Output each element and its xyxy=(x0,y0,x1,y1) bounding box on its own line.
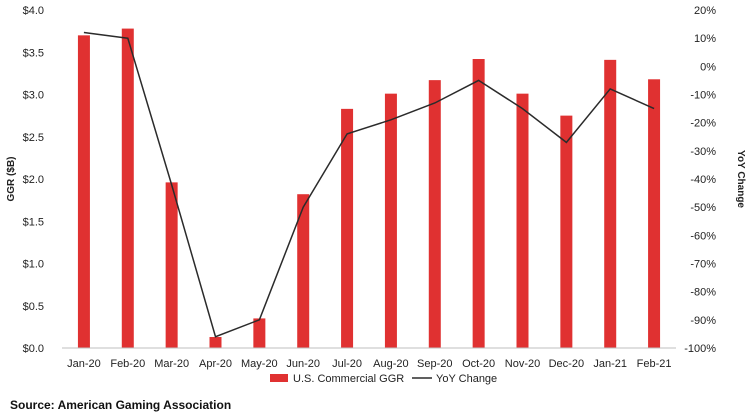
y2-tick-label: -90% xyxy=(690,315,716,327)
bar xyxy=(560,115,573,348)
bar xyxy=(384,93,397,348)
y2-tick-label: 20% xyxy=(694,5,716,17)
y-tick-label: $2.5 xyxy=(23,132,44,144)
y2-tick-label: -20% xyxy=(690,118,716,130)
y-tick-label: $3.0 xyxy=(23,90,44,102)
bar xyxy=(121,28,134,349)
x-tick-label: Apr-20 xyxy=(199,358,232,370)
y2-tick-label: -50% xyxy=(690,202,716,214)
x-tick-label: Jan-20 xyxy=(67,358,101,370)
bar xyxy=(165,182,178,348)
yoy-line xyxy=(83,31,655,338)
x-tick-label: May-20 xyxy=(241,358,278,370)
y2-tick-label: -100% xyxy=(684,343,716,355)
source-note: Source: American Gaming Association xyxy=(10,398,232,412)
bar xyxy=(604,59,617,348)
y2-tick-label: 0% xyxy=(700,61,716,73)
bar xyxy=(253,318,266,348)
legend-bar-swatch xyxy=(270,374,288,382)
x-tick-label: Mar-20 xyxy=(154,358,189,370)
y2-axis-label: YoY Change xyxy=(735,150,746,208)
x-tick-label: Feb-20 xyxy=(110,358,145,370)
legend-bar-label: U.S. Commercial GGR xyxy=(293,373,404,385)
legend-line-label: YoY Change xyxy=(436,373,497,385)
y2-tick-label: -80% xyxy=(690,287,716,299)
x-tick-label: Sep-20 xyxy=(417,358,452,370)
right-axis-ticks: -100% -90% -80% -70% -60% -50% -40% -30% -20% -10… xyxy=(684,5,716,355)
legend: U.S. Commercial GGR YoY Change xyxy=(270,373,497,385)
x-tick-label: Jun-20 xyxy=(286,358,320,370)
y2-tick-label: -30% xyxy=(690,146,716,158)
x-tick-label: Aug-20 xyxy=(373,358,408,370)
y2-tick-label: -60% xyxy=(690,230,716,242)
y-tick-label: $0.5 xyxy=(23,301,44,313)
x-tick-label: Feb-21 xyxy=(637,358,672,370)
y2-tick-label: -70% xyxy=(690,259,716,271)
x-tick-label: Oct-20 xyxy=(462,358,495,370)
bar xyxy=(516,93,529,348)
y-tick-label: $3.5 xyxy=(23,47,44,59)
x-tick-label: Jan-21 xyxy=(593,358,627,370)
y-tick-label: $1.5 xyxy=(23,216,44,228)
y-tick-label: $4.0 xyxy=(23,5,44,17)
bar xyxy=(472,59,485,348)
y-tick-label: $2.0 xyxy=(23,174,44,186)
line-series xyxy=(83,31,655,338)
y2-tick-label: -40% xyxy=(690,174,716,186)
y2-tick-label: 10% xyxy=(694,33,716,45)
y2-tick-label: -10% xyxy=(690,90,716,102)
y-tick-label: $0.0 xyxy=(23,343,44,355)
x-tick-label: Jul-20 xyxy=(332,358,362,370)
x-tick-label: Dec-20 xyxy=(549,358,584,370)
combo-chart: $0.0 $0.5 $1.0 $1.5 $2.0 $2.5 $3.0 $3.5 $4.0 -10… xyxy=(6,5,746,385)
bar xyxy=(341,108,354,349)
bar xyxy=(209,337,222,348)
bar xyxy=(428,80,441,348)
bar xyxy=(77,35,90,348)
bar-series xyxy=(77,28,661,349)
bar xyxy=(297,194,310,348)
x-tick-label: Nov-20 xyxy=(505,358,540,370)
x-axis-ticks: Jan-20 Feb-20 Mar-20 Apr-20 May-20 Jun-20 Jul-… xyxy=(67,358,671,370)
y-tick-label: $1.0 xyxy=(23,259,44,271)
left-axis-ticks: $0.0 $0.5 $1.0 $1.5 $2.0 $2.5 $3.0 $3.5 $4.0 xyxy=(23,5,44,355)
y-axis-label: GGR ($B) xyxy=(6,157,17,202)
bar xyxy=(648,79,661,348)
